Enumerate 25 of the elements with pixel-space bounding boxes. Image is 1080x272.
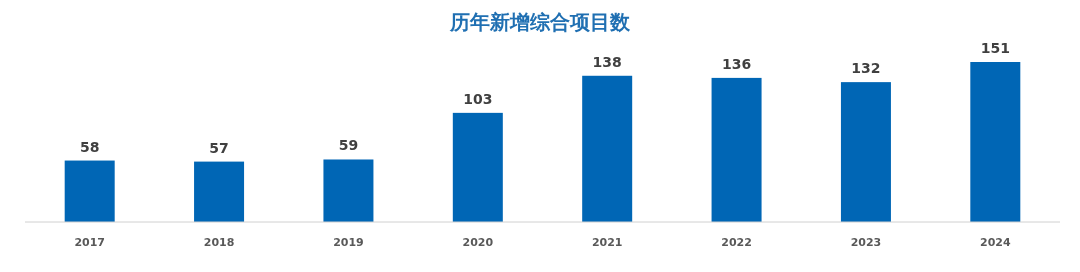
data-label: 59 [338,137,359,154]
bar [323,159,374,222]
x-tick-label: 2023 [850,236,882,249]
x-tick-label: 2017 [74,236,105,249]
bar [970,62,1021,222]
data-label: 103 [463,90,493,107]
bar [582,75,633,222]
bar [64,160,115,222]
bar [840,82,891,222]
data-label: 138 [592,53,622,70]
x-tick-label: 2018 [203,236,235,249]
bar [711,77,762,222]
x-tick-label: 2024 [980,236,1011,249]
data-label: 136 [721,55,752,72]
chart-title: 历年新增综合项目数 [449,10,631,34]
x-tick-label: 2021 [591,236,623,249]
data-label: 58 [79,138,100,155]
x-tick-label: 2019 [333,236,364,249]
data-label: 151 [980,40,1010,56]
bar [452,112,503,222]
x-tick-label: 2020 [462,236,494,249]
x-tick-label: 2022 [721,236,752,249]
bar [194,161,245,222]
data-label: 57 [209,139,229,156]
data-label: 132 [851,60,881,77]
